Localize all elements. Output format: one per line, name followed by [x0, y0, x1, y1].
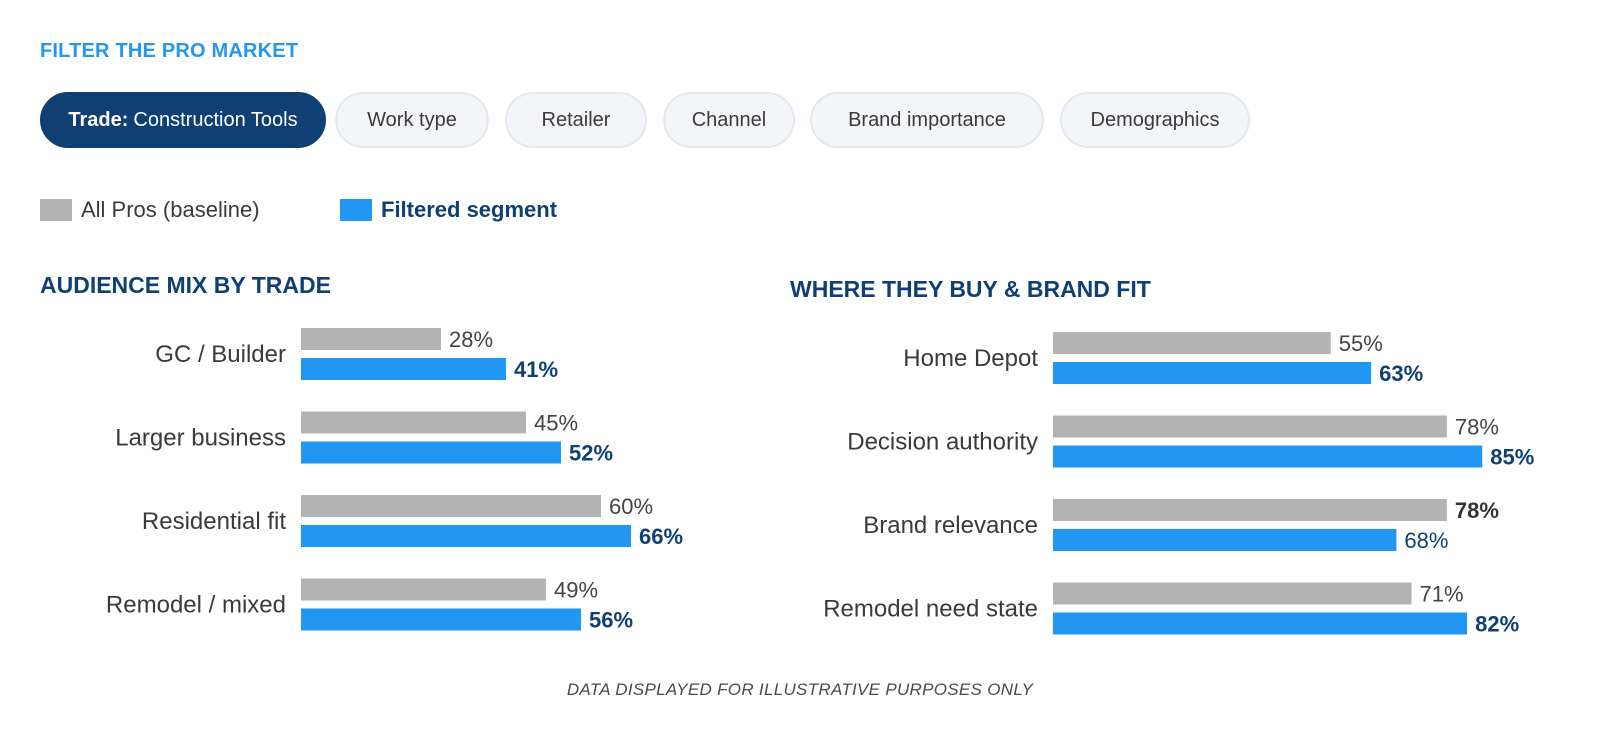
value-label-baseline: 28% [449, 327, 493, 352]
value-label-baseline: 60% [609, 494, 653, 519]
legend-label-baseline: All Pros (baseline) [81, 197, 260, 222]
panel-title-where-they-buy: WHERE THEY BUY & BRAND FIT [790, 276, 1151, 302]
bar-filtered [301, 608, 581, 631]
bar-baseline [301, 411, 526, 434]
value-label-filtered: 52% [569, 441, 613, 466]
bar-baseline [1053, 332, 1331, 354]
panel-title-audience-mix: AUDIENCE MIX BY TRADE [40, 272, 331, 298]
category-label: Larger business [115, 425, 286, 452]
bar-baseline [301, 328, 441, 350]
legend-item-baseline: All Pros (baseline) [40, 194, 260, 226]
category-label: Residential fit [142, 508, 286, 535]
bar-filtered [301, 525, 631, 547]
category-label: Remodel / mixed [106, 592, 286, 619]
bar-filtered [1053, 362, 1372, 384]
bar-filtered [1053, 529, 1397, 551]
filter-pill-label: Construction Tools [133, 108, 298, 131]
bar-filtered [301, 441, 561, 464]
value-label-baseline: 78% [1455, 415, 1499, 440]
bar-baseline [301, 495, 601, 517]
filter-pill-label: Retailer [541, 108, 611, 131]
category-label: Decision authority [847, 429, 1038, 456]
filter-pill-label: Demographics [1090, 108, 1220, 131]
filter-pill-work-type[interactable]: Work type [335, 92, 489, 148]
bar-filtered [301, 358, 506, 380]
filter-pill-channel[interactable]: Channel [663, 92, 795, 148]
filter-pill-label: Channel [691, 108, 767, 131]
filter-pill-prefix: Trade: [68, 108, 129, 131]
category-label: Home Depot [903, 345, 1038, 372]
value-label-baseline: 49% [554, 578, 598, 603]
value-label-baseline: 71% [1420, 582, 1464, 607]
bar-baseline [1053, 415, 1447, 438]
filter-pill-demographics[interactable]: Demographics [1060, 92, 1250, 148]
filter-pill-label: Work type [367, 108, 457, 131]
filter-pill-label: Brand importance [848, 108, 1006, 131]
category-label: GC / Builder [155, 341, 286, 368]
value-label-filtered: 82% [1475, 612, 1519, 637]
legend-swatch-baseline [40, 199, 72, 221]
footnote: DATA DISPLAYED FOR ILLUSTRATIVE PURPOSES… [566, 680, 1034, 699]
value-label-baseline: 78% [1455, 498, 1499, 523]
category-label: Remodel need state [823, 596, 1038, 623]
legend-label-filtered: Filtered segment [381, 197, 558, 222]
bar-baseline [1053, 499, 1447, 521]
bar-filtered [1053, 612, 1468, 635]
value-label-filtered: 56% [589, 608, 633, 633]
filter-pill-trade[interactable]: Trade: Construction Tools [40, 92, 326, 148]
value-label-filtered: 68% [1404, 528, 1448, 553]
bar-baseline [1053, 582, 1412, 605]
bar-filtered [1053, 445, 1483, 468]
value-label-baseline: 55% [1339, 331, 1383, 356]
filter-title: FILTER THE PRO MARKET [40, 40, 299, 62]
value-label-filtered: 63% [1379, 361, 1423, 386]
legend-swatch-filtered [340, 199, 372, 221]
value-label-filtered: 41% [514, 357, 558, 382]
legend-item-filtered: Filtered segment [340, 194, 557, 226]
value-label-filtered: 66% [639, 524, 683, 549]
value-label-baseline: 45% [534, 411, 578, 436]
category-label: Brand relevance [863, 512, 1038, 539]
filter-pill-brand-importance[interactable]: Brand importance [810, 92, 1044, 148]
value-label-filtered: 85% [1490, 445, 1534, 470]
filter-pill-retailer[interactable]: Retailer [505, 92, 647, 148]
bar-baseline [301, 578, 546, 601]
